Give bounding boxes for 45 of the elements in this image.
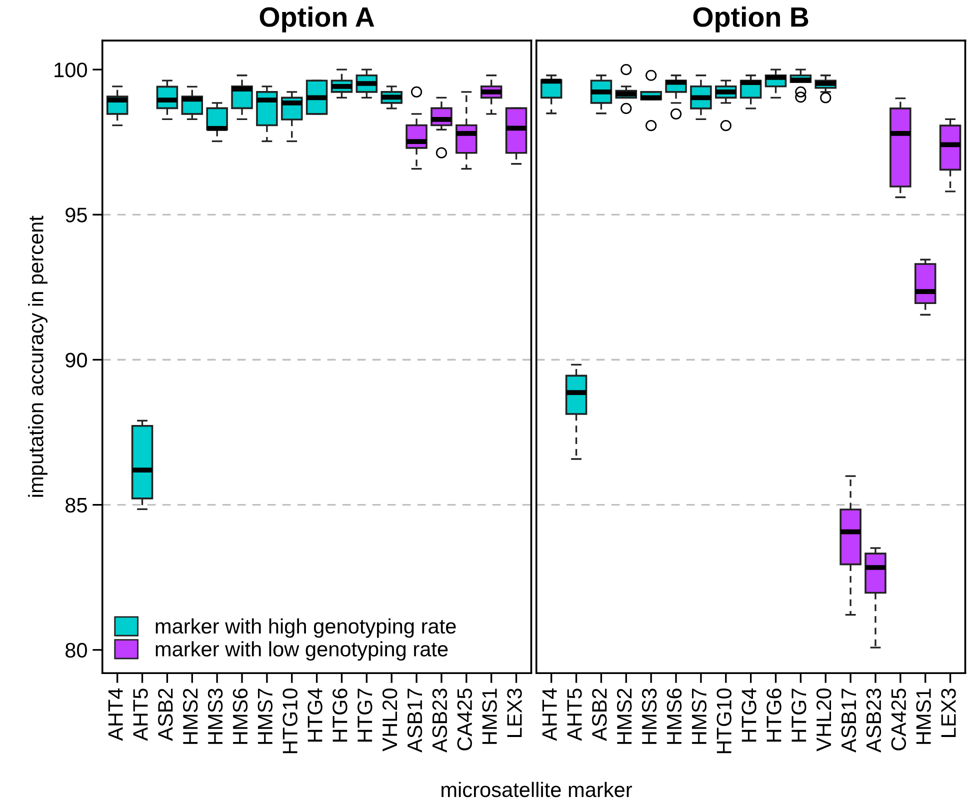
x-tick-label: AHT5 [567,688,582,741]
x-tick-label: HMS1 [482,688,497,744]
x-tick-label: VHL20 [816,688,832,752]
x-tick-label: CA425 [891,688,906,750]
x-tick-label: ASB17 [407,688,422,753]
x-tick-label: HTG4 [742,688,756,742]
x-tick-label: HTG4 [308,688,322,742]
x-tick-label: ASB23 [866,688,882,753]
x-tick-label: HTG6 [766,688,782,742]
x-tick-label: HMS2 [182,688,198,744]
y-tick-label: 80 [66,642,87,658]
chart-title: Option B [693,6,808,32]
x-tick-label: HMS6 [666,688,682,744]
x-tick-label: CA425 [457,688,472,750]
chart-title: Option A [260,6,374,32]
y-tick-label: 85 [66,498,87,513]
y-tick-label: 90 [66,352,87,368]
x-tick-label: VHL20 [382,688,398,752]
x-tick-label: LEX3 [941,688,956,737]
x-tick-label: ASB17 [841,688,856,753]
x-tick-label: HTG7 [358,688,372,742]
x-tick-label: HMS7 [258,688,273,744]
x-tick-label: HTG10 [716,688,732,754]
x-tick-label: AHT5 [133,688,148,741]
x-axis-title: microsatellite marker [442,782,632,798]
x-tick-label: HMS3 [642,688,657,744]
x-tick-label: ASB2 [592,688,607,741]
x-tick-label: ASB23 [432,688,448,753]
x-tick-label: AHT4 [542,688,557,741]
x-tick-label: ASB2 [158,688,173,741]
x-tick-label: HMS1 [916,688,931,744]
legend-label: marker with high genotyping rate [156,618,456,638]
x-tick-label: HMS6 [232,688,248,744]
x-tick-label: HTG7 [792,688,806,742]
x-tick-label: HMS7 [692,688,707,744]
x-tick-label: HMS3 [208,688,223,744]
y-axis-title: imputation accuracy in percent [28,216,48,497]
x-tick-label: HTG10 [282,688,298,754]
x-tick-label: AHT4 [108,688,123,741]
x-tick-label: HMS2 [616,688,632,744]
x-tick-label: LEX3 [507,688,522,737]
y-tick-label: 95 [66,208,87,222]
x-tick-label: HTG6 [332,688,348,742]
legend-label: marker with low genotyping rate [156,641,448,661]
y-tick-label: 100 [54,62,87,78]
